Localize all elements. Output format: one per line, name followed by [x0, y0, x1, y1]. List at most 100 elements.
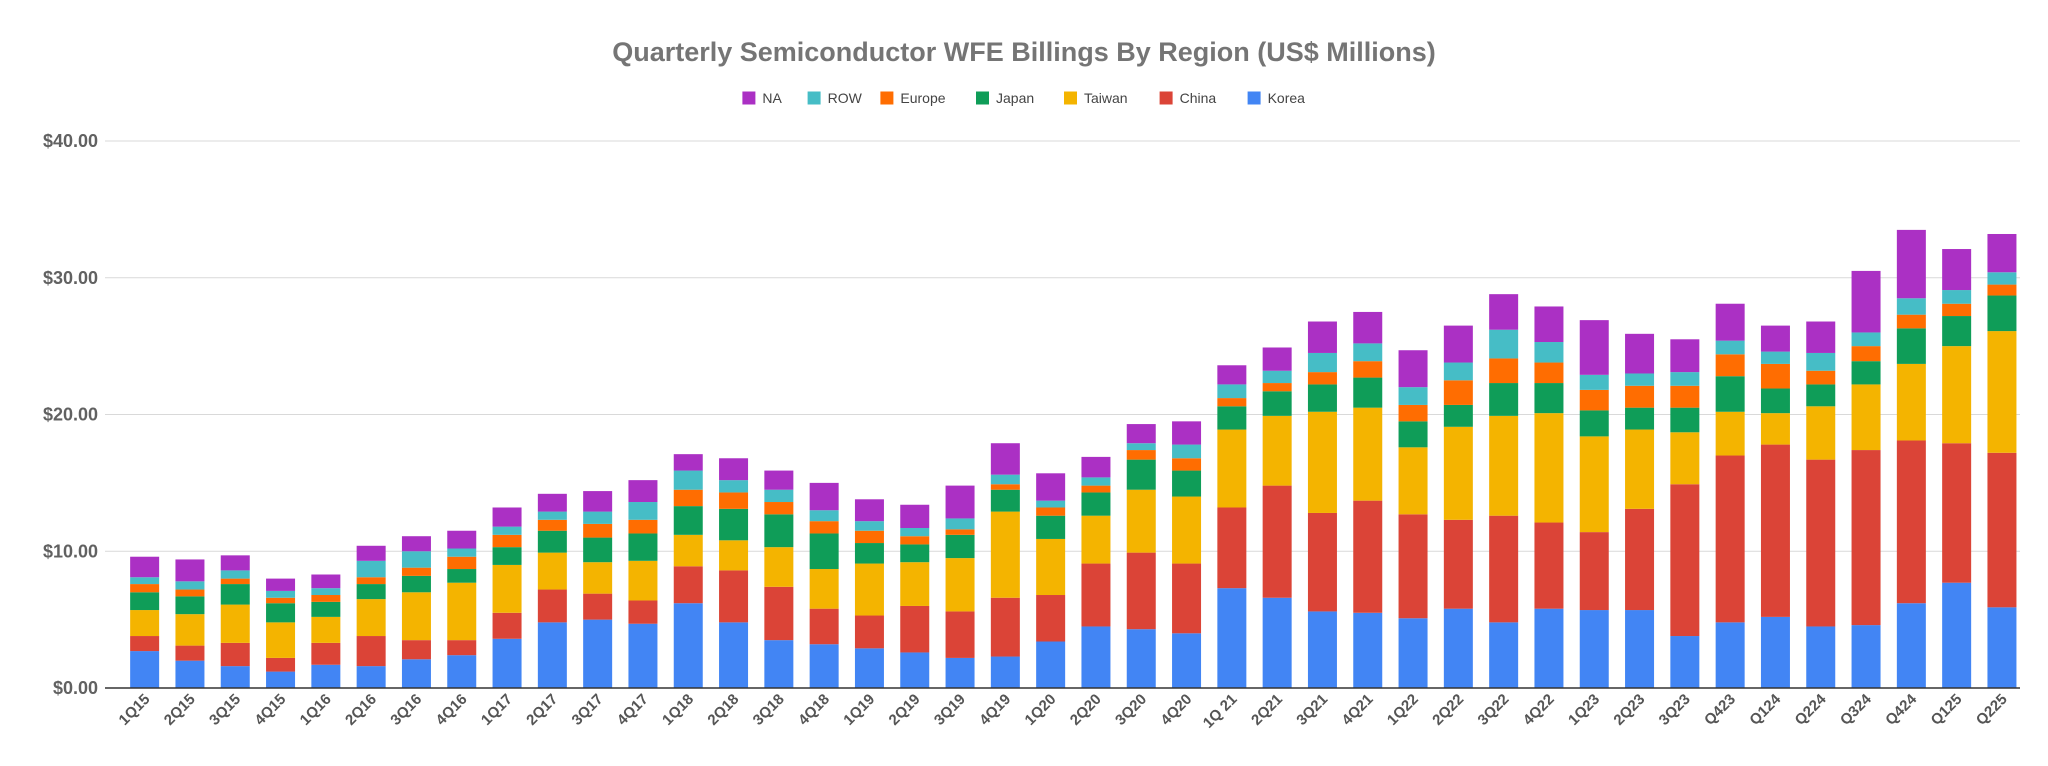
- bar-segment-japan: [1172, 470, 1202, 497]
- legend-item-korea: Korea: [1247, 90, 1305, 106]
- bar-segment-europe: [1217, 398, 1247, 407]
- y-tick-label: $0.00: [53, 678, 98, 698]
- bar-segment-row: [1172, 444, 1202, 459]
- bar-segment-europe: [220, 578, 250, 585]
- bar-segment-japan: [1896, 328, 1926, 364]
- bar-segment-japan: [311, 601, 341, 617]
- bar-segment-europe: [1806, 370, 1836, 385]
- bar-stack: [990, 443, 1020, 688]
- bar-segment-china: [1172, 563, 1202, 634]
- bar-segment-china: [1307, 512, 1337, 612]
- bar-segment-china: [583, 593, 613, 620]
- bar-segment-japan: [1489, 383, 1519, 416]
- bar-stack: [583, 491, 613, 689]
- bar-segment-china: [447, 640, 477, 656]
- bar-stack: [900, 504, 930, 688]
- bar-segment-japan: [1353, 377, 1383, 408]
- bar-segment-china: [945, 611, 975, 658]
- bar-segment-korea: [537, 622, 567, 688]
- bar-segment-taiwan: [447, 582, 477, 641]
- bar-stack: [1670, 339, 1700, 688]
- bar-segment-europe: [1625, 385, 1655, 408]
- bar-stack: [1987, 233, 2017, 688]
- legend-label: Europe: [900, 90, 945, 106]
- bar-stack: [311, 574, 341, 688]
- bar-stack: [1217, 365, 1247, 688]
- bar-segment-row: [1489, 329, 1519, 359]
- bar-segment-china: [1896, 440, 1926, 604]
- bar-segment-china: [1534, 522, 1564, 609]
- bar-segment-china: [1489, 515, 1519, 623]
- legend-swatch: [880, 91, 894, 105]
- bar-segment-row: [764, 489, 794, 503]
- bar-segment-korea: [719, 622, 749, 688]
- bar-segment-korea: [583, 619, 613, 689]
- bar-segment-europe: [1443, 380, 1473, 405]
- bar-segment-row: [1081, 477, 1111, 486]
- bar-segment-japan: [1262, 391, 1292, 416]
- bar-segment-europe: [130, 584, 160, 593]
- bar-segment-korea: [1806, 626, 1836, 688]
- bar-segment-japan: [809, 533, 839, 570]
- bar-segment-japan: [900, 544, 930, 563]
- bar-segment-taiwan: [809, 569, 839, 609]
- bar-segment-taiwan: [1806, 406, 1836, 460]
- bar-segment-europe: [1896, 314, 1926, 329]
- legend-label: Taiwan: [1084, 90, 1128, 106]
- bar-segment-korea: [945, 657, 975, 688]
- bar-segment-na: [1443, 325, 1473, 363]
- bar-segment-row: [1579, 374, 1609, 390]
- bar-segment-na: [1217, 365, 1247, 385]
- bar-segment-na: [673, 454, 703, 471]
- bar-segment-japan: [1625, 407, 1655, 430]
- bar-segment-row: [809, 510, 839, 522]
- bar-segment-row: [1036, 500, 1066, 508]
- bar-segment-korea: [1172, 633, 1202, 688]
- bar-segment-europe: [583, 523, 613, 538]
- bar-segment-na: [311, 574, 341, 589]
- bar-segment-row: [583, 511, 613, 524]
- bar-segment-europe: [900, 536, 930, 545]
- bar-segment-row: [447, 548, 477, 557]
- bar-segment-taiwan: [1353, 407, 1383, 501]
- bar-segment-japan: [266, 603, 296, 623]
- bar-stack: [1353, 311, 1383, 688]
- bar-segment-europe: [1172, 458, 1202, 471]
- bar-segment-japan: [1036, 515, 1066, 539]
- bar-segment-korea: [673, 603, 703, 688]
- bar-segment-na: [1262, 347, 1292, 371]
- bar-segment-europe: [1489, 358, 1519, 384]
- bar-segment-na: [1715, 303, 1745, 341]
- bar-segment-china: [401, 640, 431, 660]
- bar-segment-row: [1126, 443, 1156, 451]
- bar-segment-europe: [1942, 303, 1972, 317]
- bar-segment-korea: [1036, 641, 1066, 688]
- bar-segment-europe: [401, 567, 431, 576]
- bar-segment-na: [583, 491, 613, 512]
- bar-segment-europe: [492, 534, 522, 548]
- bar-segment-europe: [764, 502, 794, 515]
- bar-stack: [1262, 347, 1292, 688]
- bar-segment-korea: [1715, 622, 1745, 688]
- bar-segment-row: [1625, 373, 1655, 386]
- bar-segment-japan: [990, 489, 1020, 512]
- bar-segment-taiwan: [537, 552, 567, 590]
- bar-segment-na: [1942, 249, 1972, 291]
- bar-segment-europe: [1670, 385, 1700, 408]
- bar-segment-europe: [1307, 372, 1337, 385]
- legend-swatch: [742, 91, 756, 105]
- bar-segment-japan: [945, 534, 975, 559]
- bar-segment-japan: [130, 592, 160, 611]
- bar-stack: [809, 482, 839, 688]
- bar-segment-na: [1126, 424, 1156, 444]
- bar-segment-row: [719, 480, 749, 493]
- bar-segment-japan: [1217, 406, 1247, 430]
- bar-segment-na: [492, 507, 522, 527]
- bar-segment-taiwan: [1942, 346, 1972, 444]
- bar-segment-row: [1353, 343, 1383, 362]
- bar-stack: [1715, 303, 1745, 688]
- bar-stack: [945, 485, 975, 688]
- bar-segment-europe: [447, 556, 477, 570]
- bar-segment-na: [1534, 306, 1564, 343]
- bar-segment-row: [537, 511, 567, 520]
